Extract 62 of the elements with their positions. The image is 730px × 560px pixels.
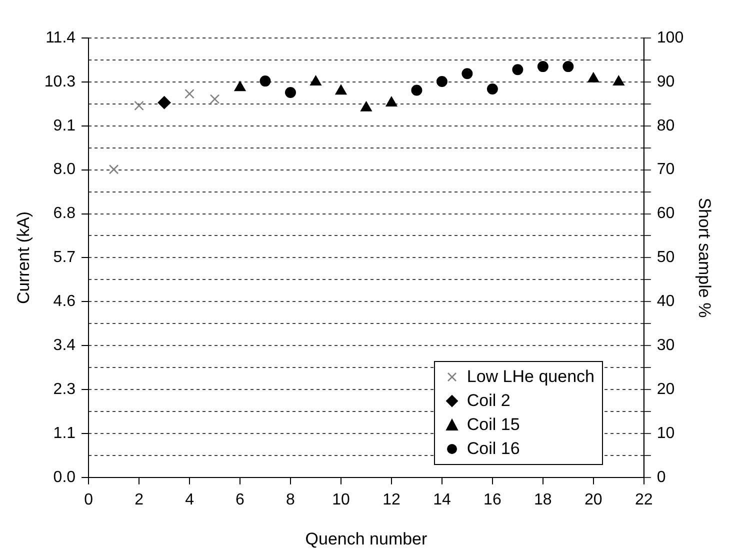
point [562,61,574,72]
y-tick-label: 0.0 [53,468,76,486]
point [184,88,194,99]
point [537,61,548,72]
y-axis-title: Current (kA) [14,211,33,304]
point [134,100,144,111]
x-tick-label: 14 [433,491,451,508]
legend-label: Coil 2 [466,391,510,412]
point [310,75,322,86]
point [234,81,246,92]
point [512,64,524,76]
x-tick-label: 2 [134,491,144,508]
point [360,101,372,112]
x-tick-label: 0 [84,491,94,508]
legend-label: Coil 15 [466,415,520,436]
y2-tick-label: 100 [656,29,684,46]
x-tick-label: 22 [635,491,653,508]
y-tick-label: 5.7 [53,249,76,266]
point [210,94,220,104]
y2-tick-label: 50 [656,249,675,266]
point [612,75,624,86]
y-tick-label: 6.8 [53,205,76,222]
x-axis-title: Quench number [305,529,428,548]
point [436,76,448,87]
x-tick-label: 8 [286,491,296,508]
y-tick-label: 8.0 [53,161,76,178]
x-tick-label: 12 [382,491,400,508]
y2-tick-label: 20 [656,380,675,398]
point [284,86,296,98]
y2-tick-label: 30 [656,336,675,354]
point [335,84,347,95]
point [411,84,422,96]
y-tick-label: 4.6 [53,293,76,310]
y2-axis-title: Short sample % [695,198,714,318]
point [260,76,271,87]
x-tick-label: 20 [584,491,602,508]
y-tick-label: 1.1 [53,424,76,442]
x-tick-label: 4 [185,491,194,508]
x-tick-label: 18 [534,491,552,508]
point [462,68,473,80]
x-tick-label: 10 [332,491,350,508]
point [588,72,600,82]
y-tick-label: 3.4 [53,336,76,354]
y-tick-label: 10.3 [44,73,76,90]
y-tick-label: 9.1 [53,117,76,134]
y2-tick-label: 0 [656,468,666,486]
y-tick-label: 2.3 [53,380,76,398]
point [486,83,498,94]
legend-label: Coil 16 [466,439,520,460]
point [108,164,119,174]
y2-tick-label: 60 [656,205,675,222]
y2-tick-label: 80 [656,117,675,134]
legend-label: Low LHe quench [466,367,594,388]
y2-tick-label: 10 [656,424,675,442]
y2-tick-label: 70 [656,161,675,178]
y2-tick-label: 40 [656,293,675,310]
y2-tick-label: 90 [656,73,675,90]
y-tick-label: 11.4 [46,29,76,46]
point [158,96,171,110]
x-tick-label: 6 [236,491,245,508]
point [386,96,398,107]
x-tick-label: 16 [484,491,502,508]
